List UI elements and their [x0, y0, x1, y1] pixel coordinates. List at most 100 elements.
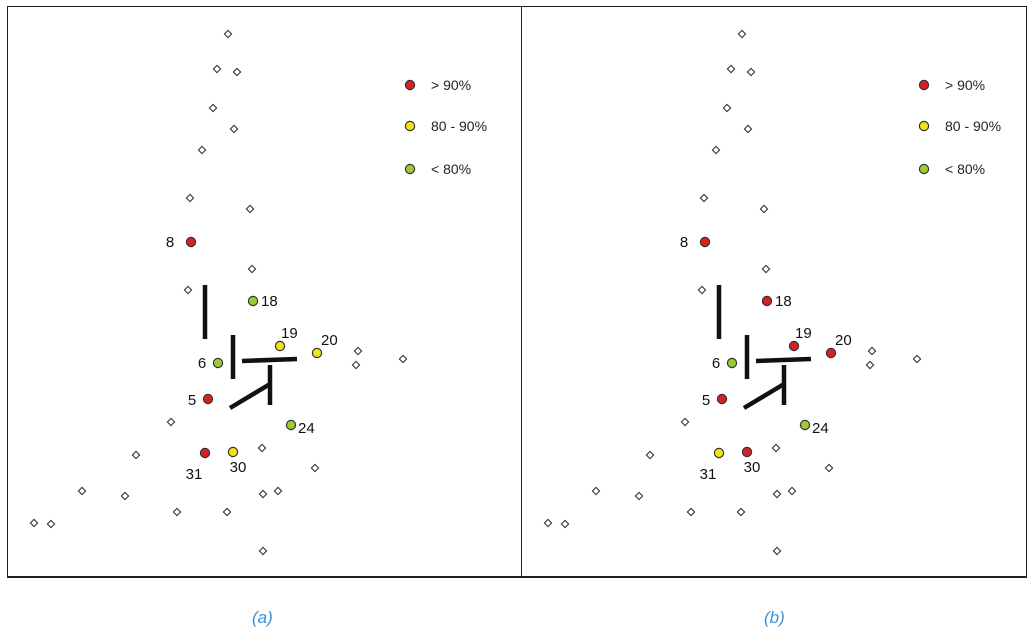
hollow-station-marker	[772, 489, 782, 499]
station-marker-31	[713, 447, 725, 459]
hollow-station-marker	[208, 103, 218, 113]
station-marker-20	[311, 347, 323, 359]
hollow-station-marker	[273, 486, 283, 496]
hollow-station-marker	[229, 124, 239, 134]
station-label-20: 20	[835, 332, 852, 349]
hollow-station-marker	[223, 29, 233, 39]
legend-label-p80_90: 80 - 90%	[431, 118, 487, 134]
legend-label-lt80: < 80%	[945, 161, 985, 177]
station-label-31: 31	[700, 466, 717, 483]
hollow-station-marker	[212, 64, 222, 74]
hollow-station-marker	[257, 443, 267, 453]
legend-swatch-lt80	[918, 163, 930, 175]
legend-swatch-p80_90	[918, 120, 930, 132]
hollow-station-marker	[865, 360, 875, 370]
station-label-8: 8	[166, 234, 174, 251]
station-label-6: 6	[712, 355, 720, 372]
structure-line-5	[228, 382, 272, 410]
station-marker-8	[699, 236, 711, 248]
hollow-station-marker	[222, 507, 232, 517]
station-marker-5	[716, 393, 728, 405]
station-marker-6	[726, 357, 738, 369]
station-label-30: 30	[744, 459, 761, 476]
station-marker-24	[799, 419, 811, 431]
legend-swatch-gt90	[918, 79, 930, 91]
hollow-station-marker	[258, 546, 268, 556]
legend-label-gt90: > 90%	[945, 77, 985, 93]
hollow-station-marker	[172, 507, 182, 517]
hollow-station-marker	[711, 145, 721, 155]
hollow-station-marker	[722, 103, 732, 113]
hollow-station-marker	[645, 450, 655, 460]
legend-label-gt90: > 90%	[431, 77, 471, 93]
hollow-station-marker	[591, 486, 601, 496]
station-label-6: 6	[198, 355, 206, 372]
legend-swatch-p80_90	[404, 120, 416, 132]
hollow-station-marker	[686, 507, 696, 517]
legend-swatch-gt90	[404, 79, 416, 91]
hollow-station-marker	[787, 486, 797, 496]
panel-a: 8 18 19 20 6 5 24 31 30 > 90% 80 - 90% < 80%	[7, 6, 522, 578]
hollow-station-marker	[120, 491, 130, 501]
hollow-station-marker	[771, 443, 781, 453]
station-label-18: 18	[775, 293, 792, 310]
hollow-station-marker	[759, 204, 769, 214]
structure-line-3	[755, 356, 812, 364]
structure-line-3	[241, 356, 298, 364]
hollow-station-marker	[726, 64, 736, 74]
hollow-station-marker	[761, 264, 771, 274]
station-marker-30	[741, 446, 753, 458]
station-label-8: 8	[680, 234, 688, 251]
hollow-station-marker	[77, 486, 87, 496]
hollow-station-marker	[353, 346, 363, 356]
station-marker-20	[825, 347, 837, 359]
hollow-station-marker	[697, 285, 707, 295]
hollow-station-marker	[543, 518, 553, 528]
hollow-station-marker	[310, 463, 320, 473]
station-marker-31	[199, 447, 211, 459]
panel-b: 8 18 19 20 6 5 24 31 30 > 90% 80 - 90% < 80%	[521, 6, 1027, 578]
legend-label-p80_90: 80 - 90%	[945, 118, 1001, 134]
hollow-station-marker	[29, 518, 39, 528]
hollow-station-marker	[737, 29, 747, 39]
station-marker-18	[761, 295, 773, 307]
station-label-5: 5	[702, 392, 710, 409]
caption-a: (a)	[252, 608, 273, 627]
hollow-station-marker	[398, 354, 408, 364]
hollow-station-marker	[743, 124, 753, 134]
hollow-station-marker	[245, 204, 255, 214]
station-marker-6	[212, 357, 224, 369]
hollow-station-marker	[772, 546, 782, 556]
hollow-station-marker	[912, 354, 922, 364]
station-label-30: 30	[230, 459, 247, 476]
station-label-24: 24	[298, 420, 315, 437]
station-label-19: 19	[795, 325, 812, 342]
hollow-station-marker	[247, 264, 257, 274]
caption-b: (b)	[764, 608, 785, 627]
hollow-station-marker	[867, 346, 877, 356]
hollow-station-marker	[824, 463, 834, 473]
hollow-station-marker	[560, 519, 570, 529]
station-label-18: 18	[261, 293, 278, 310]
hollow-station-marker	[736, 507, 746, 517]
station-label-5: 5	[188, 392, 196, 409]
hollow-station-marker	[46, 519, 56, 529]
station-marker-8	[185, 236, 197, 248]
station-marker-19	[788, 340, 800, 352]
station-marker-19	[274, 340, 286, 352]
hollow-station-marker	[258, 489, 268, 499]
hollow-station-marker	[131, 450, 141, 460]
hollow-station-marker	[166, 417, 176, 427]
legend-label-lt80: < 80%	[431, 161, 471, 177]
hollow-station-marker	[183, 285, 193, 295]
station-marker-24	[285, 419, 297, 431]
station-marker-18	[247, 295, 259, 307]
station-marker-30	[227, 446, 239, 458]
hollow-station-marker	[699, 193, 709, 203]
hollow-station-marker	[351, 360, 361, 370]
hollow-station-marker	[746, 67, 756, 77]
hollow-station-marker	[185, 193, 195, 203]
legend-swatch-lt80	[404, 163, 416, 175]
